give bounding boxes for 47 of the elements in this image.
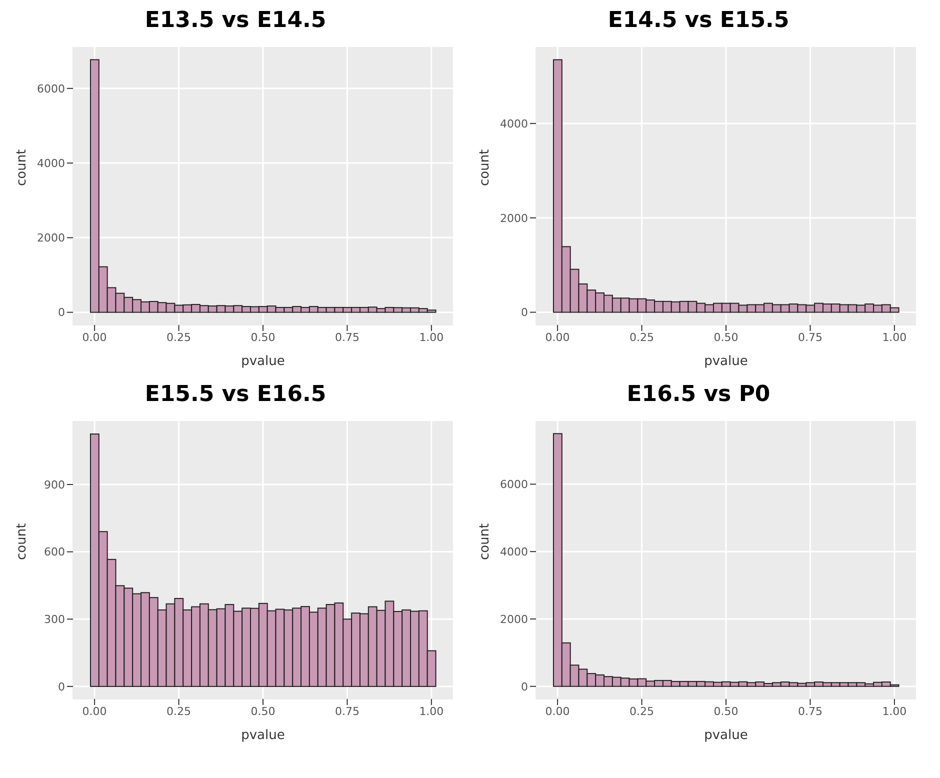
x-tick-label: 0.75: [798, 330, 822, 344]
x-tick-label: 0.00: [82, 704, 107, 718]
chart-title: E15.5 vs E16.5: [144, 382, 328, 409]
y-tick-label: 4000: [500, 545, 528, 558]
y-tick-label: 0: [58, 306, 65, 320]
y-axis-title: count: [14, 149, 30, 186]
chart-title: E13.5 vs E14.5: [144, 8, 328, 35]
y-tick-label: 2000: [500, 612, 528, 626]
y-axis-title: count: [14, 523, 30, 560]
y-tick-label: 300: [44, 613, 65, 626]
x-tick-label: 0.50: [714, 330, 738, 344]
x-axis-title: pvalue: [241, 354, 285, 369]
chart-title: E16.5 vs P0: [626, 382, 772, 409]
x-tick-label: 0.25: [166, 704, 192, 718]
x-tick-label: 0.75: [798, 704, 822, 718]
x-tick-label: 0.50: [714, 704, 738, 718]
y-axis-title: count: [478, 523, 493, 560]
x-axis-title: pvalue: [704, 728, 748, 743]
y-tick-label: 900: [44, 478, 65, 492]
y-axis-title: count: [478, 149, 493, 186]
x-tick-label: 0.25: [166, 330, 192, 344]
x-tick-label: 0.50: [250, 704, 276, 718]
x-tick-label: 0.25: [630, 704, 654, 718]
x-tick-label: 0.00: [82, 330, 107, 344]
x-tick-label: 0.00: [545, 704, 570, 718]
y-tick-label: 0: [521, 680, 528, 694]
x-tick-label: 1.00: [419, 330, 444, 344]
x-tick-label: 1.00: [882, 330, 907, 344]
chart-title: E14.5 vs E15.5: [606, 8, 790, 35]
y-tick-label: 0: [521, 306, 528, 320]
y-tick-label: 4000: [37, 156, 65, 170]
x-tick-label: 0.75: [334, 704, 360, 718]
y-tick-label: 0: [58, 680, 65, 694]
x-tick-label: 0.75: [334, 330, 360, 344]
y-tick-label: 600: [44, 546, 65, 559]
y-tick-label: 6000: [37, 82, 65, 96]
y-tick-label: 2000: [500, 212, 528, 225]
y-tick-label: 6000: [500, 478, 528, 492]
x-axis-title: pvalue: [704, 354, 748, 369]
x-tick-label: 1.00: [882, 704, 907, 718]
x-tick-label: 0.25: [630, 330, 654, 344]
y-tick-label: 4000: [500, 117, 528, 130]
x-tick-label: 1.00: [419, 704, 444, 718]
x-tick-label: 0.00: [545, 330, 570, 344]
x-tick-label: 0.50: [250, 330, 276, 344]
y-tick-label: 2000: [37, 232, 65, 245]
x-axis-title: pvalue: [241, 728, 285, 743]
